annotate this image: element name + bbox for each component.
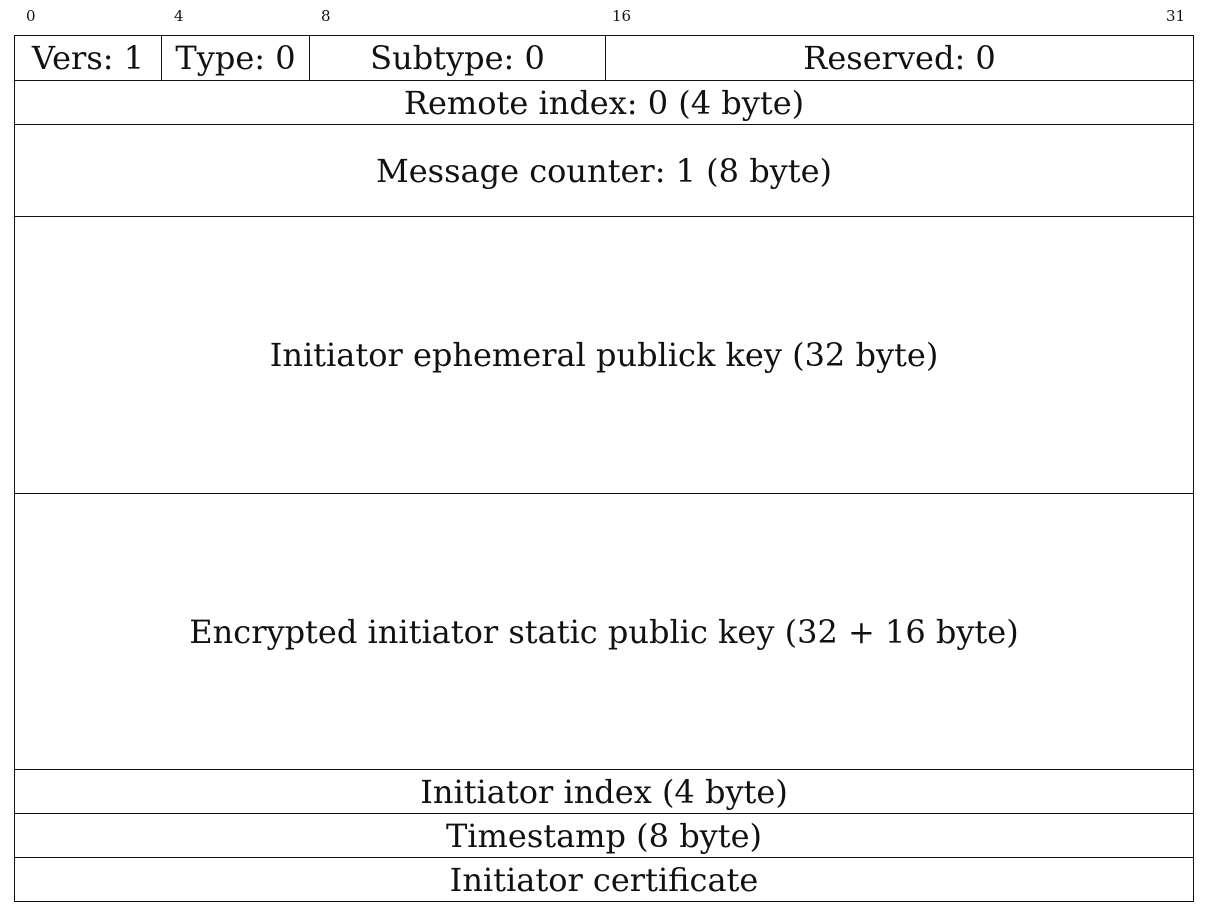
static-key-row: Encrypted initiator static public key (3… (15, 494, 1193, 770)
ephemeral-key-field: Initiator ephemeral publick key (32 byte… (269, 336, 939, 374)
ephemeral-key-row: Initiator ephemeral publick key (32 byte… (15, 217, 1193, 494)
bit-tick-0: 0 (26, 7, 36, 25)
header-row: Vers: 1 Type: 0 Subtype: 0 Reserved: 0 (15, 36, 1193, 81)
remote-index-field: Remote index: 0 (4 byte) (403, 83, 805, 122)
certificate-field: Initiator certificate (449, 860, 759, 899)
initiator-index-field: Initiator index (4 byte) (420, 772, 788, 811)
reserved-field: Reserved: 0 (605, 36, 1193, 80)
type-field: Type: 0 (161, 36, 309, 80)
initiator-index-row: Initiator index (4 byte) (15, 770, 1193, 814)
static-key-field: Encrypted initiator static public key (3… (189, 612, 1019, 651)
bit-tick-4: 4 (174, 7, 184, 25)
timestamp-row: Timestamp (8 byte) (15, 814, 1193, 858)
packet-diagram: Vers: 1 Type: 0 Subtype: 0 Reserved: 0 R… (14, 35, 1194, 902)
certificate-row: Initiator certificate (15, 858, 1193, 902)
bit-tick-31: 31 (1166, 7, 1186, 25)
remote-index-row: Remote index: 0 (4 byte) (15, 81, 1193, 125)
bit-tick-16: 16 (612, 7, 632, 25)
version-field: Vers: 1 (31, 39, 145, 77)
bit-ruler: 0 4 8 16 31 (0, 0, 1215, 34)
message-counter-row: Message counter: 1 (8 byte) (15, 125, 1193, 217)
subtype-field: Subtype: 0 (309, 36, 605, 80)
bit-tick-8: 8 (321, 7, 331, 25)
timestamp-field: Timestamp (8 byte) (445, 816, 763, 855)
message-counter-field: Message counter: 1 (8 byte) (375, 151, 833, 190)
